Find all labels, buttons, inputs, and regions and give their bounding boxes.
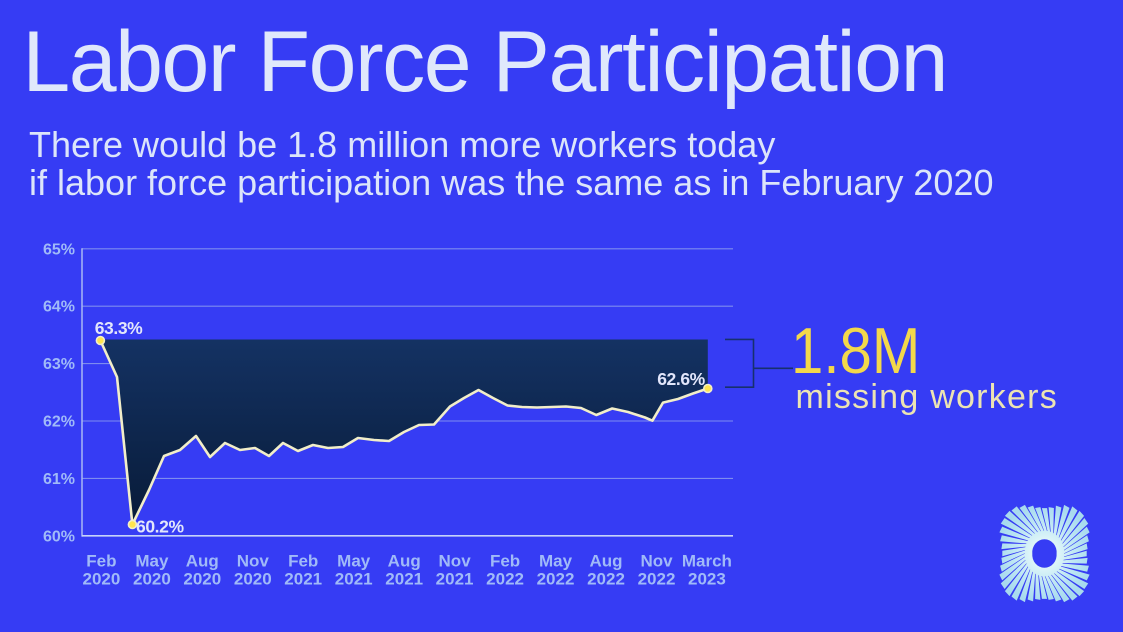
svg-text:63.3%: 63.3%	[95, 318, 143, 338]
svg-text:2021: 2021	[335, 570, 373, 589]
svg-text:2023: 2023	[688, 570, 726, 589]
svg-text:Aug: Aug	[388, 552, 421, 571]
svg-text:2020: 2020	[133, 570, 171, 589]
svg-text:Feb: Feb	[86, 552, 116, 571]
svg-text:March: March	[682, 552, 732, 571]
svg-text:Feb: Feb	[288, 552, 318, 571]
svg-text:Feb: Feb	[490, 552, 520, 571]
svg-text:2020: 2020	[183, 570, 221, 589]
svg-text:63%: 63%	[43, 356, 75, 373]
svg-text:62%: 62%	[43, 414, 75, 431]
svg-text:61%: 61%	[43, 471, 75, 488]
svg-text:2022: 2022	[486, 570, 524, 589]
svg-text:2021: 2021	[436, 570, 474, 589]
svg-text:2022: 2022	[638, 570, 676, 589]
svg-text:62.6%: 62.6%	[657, 369, 705, 389]
svg-text:64%: 64%	[43, 299, 75, 316]
svg-text:65%: 65%	[43, 241, 75, 258]
svg-text:Aug: Aug	[186, 552, 219, 571]
svg-text:2020: 2020	[82, 570, 120, 589]
svg-text:2021: 2021	[284, 570, 322, 589]
svg-text:May: May	[539, 552, 573, 571]
svg-text:Nov: Nov	[640, 552, 673, 571]
svg-text:May: May	[337, 552, 371, 571]
svg-text:2021: 2021	[385, 570, 423, 589]
svg-text:Nov: Nov	[237, 552, 270, 571]
svg-text:60.2%: 60.2%	[136, 517, 184, 537]
svg-text:60%: 60%	[43, 528, 75, 545]
svg-text:Nov: Nov	[439, 552, 472, 571]
svg-text:2022: 2022	[537, 570, 575, 589]
svg-text:2022: 2022	[587, 570, 625, 589]
svg-text:May: May	[135, 552, 169, 571]
svg-text:2020: 2020	[234, 570, 272, 589]
svg-text:Aug: Aug	[589, 552, 622, 571]
